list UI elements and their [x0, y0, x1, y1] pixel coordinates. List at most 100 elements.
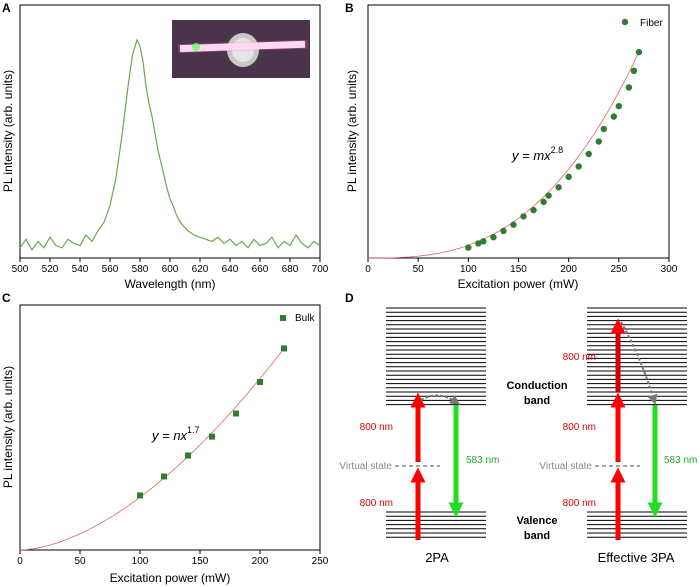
valence-band-label-1: Valence [517, 515, 558, 527]
2pa-800nm-upper-label: 800 nm [360, 422, 393, 433]
panel-c-legend-label: Bulk [295, 313, 315, 324]
panel-c-x-tick-label: 250 [312, 556, 329, 567]
panel-c-frame [19, 304, 321, 551]
panel-c-label: C [2, 291, 11, 305]
panel-c-x-tick-label: 0 [17, 556, 23, 567]
panel-c-legend-marker [280, 315, 286, 321]
panel-b-data-point [625, 84, 633, 91]
panel-c-data-point [185, 452, 191, 459]
panel-c-data-point [209, 433, 215, 440]
panel-b-x-tick-label: 200 [560, 264, 577, 275]
panel-a-x-tick-label: 500 [12, 264, 29, 275]
3pa-virtual-state-label: Virtual state [539, 461, 592, 472]
panel-b-ylabel: PL intensity (arb. units) [345, 70, 359, 192]
caption-2pa: 2PA [425, 550, 449, 565]
panel-a-x-tick-label: 540 [72, 264, 89, 275]
panel-b-data-point [630, 67, 638, 75]
panel-b-equation: y = mx2.8 [511, 145, 563, 163]
panel-d-label: D [345, 291, 354, 305]
panel-c-x-ticks: 0 50 100 150 200 250 [17, 550, 329, 567]
panel-c-data-point [161, 473, 167, 480]
panel-a-inset-photo [172, 20, 310, 78]
panel-b-label: B [345, 1, 354, 15]
panel-a: A 500 520 540 560 580 600 620 640 660 680 700 Wave… [1, 1, 329, 291]
panel-b-fit-curve [368, 51, 640, 259]
panel-b-data-point [595, 138, 602, 145]
2pa-800nm-lower-label: 800 nm [360, 498, 393, 509]
panel-b-x-tick-label: 50 [413, 264, 425, 275]
panel-b-x-tick-label: 150 [510, 264, 527, 275]
panel-a-x-tick-label: 600 [162, 264, 179, 275]
panel-c-x-tick-label: 50 [74, 556, 86, 567]
panel-b-x-tick-label: 100 [460, 264, 477, 275]
panel-a-ylabel: PL intensity (arb. units) [1, 70, 15, 192]
panel-b-x-tick-label: 250 [610, 264, 627, 275]
panel-c-data-point [137, 492, 143, 499]
panel-b-data-point [615, 102, 623, 110]
panel-b-data-point [555, 184, 562, 191]
panel-c-equation: y = nx1.7 [151, 425, 200, 443]
energy-bands [386, 307, 687, 538]
panel-c-data-point [281, 345, 287, 352]
panel-a-x-tick-label: 700 [312, 264, 329, 275]
panel-a-x-tick-label: 520 [42, 264, 59, 275]
panel-a-x-tick-label: 640 [222, 264, 239, 275]
panel-b-data-point [585, 150, 592, 158]
panel-b-x-ticks: 0 50 100 150 200 250 300 [365, 258, 678, 275]
panel-b-data-point [500, 227, 507, 235]
panel-b-data-point [635, 48, 643, 56]
conduction-band-label-1: Conduction [506, 380, 567, 392]
3pa-800nm-lower-label: 800 nm [563, 498, 596, 509]
panel-c-data-point [257, 379, 263, 385]
panel-b-legend-label: Fiber [640, 18, 663, 29]
panel-a-x-ticks: 500 520 540 560 580 600 620 640 660 680 700 [12, 258, 329, 275]
panel-b-data-point [545, 192, 552, 199]
panel-d: D 800 nm 800 nm 583 nm Virtual state 2PA… [339, 291, 697, 565]
panel-c-x-tick-label: 200 [252, 556, 269, 567]
conduction-band-label-2: band [524, 395, 550, 407]
panel-b-data-point [510, 221, 517, 228]
panel-b-data-point [540, 198, 547, 206]
panel-a-spectrum-line [19, 38, 321, 252]
panel-b-data-point [475, 240, 482, 247]
panel-b-data-point [600, 125, 607, 133]
panel-c-x-tick-label: 150 [192, 556, 209, 567]
panel-b-points [465, 48, 643, 251]
diagram-2pa: 800 nm 800 nm 583 nm Virtual state 2PA [339, 392, 499, 565]
panel-c-fit-curve [19, 348, 285, 551]
panel-a-xlabel: Wavelength (nm) [125, 277, 216, 291]
panel-b-data-point [490, 234, 497, 241]
3pa-relaxation-arrow [620, 321, 658, 405]
panel-b-x-tick-label: 300 [661, 264, 678, 275]
panel-c-points [137, 345, 287, 499]
3pa-800nm-top-label: 800 nm [563, 352, 596, 363]
panel-a-x-tick-label: 580 [132, 264, 149, 275]
panel-a-x-tick-label: 560 [102, 264, 119, 275]
panel-b-legend-marker [621, 18, 629, 26]
diagram-3pa: 800 nm 800 nm 800 nm 583 nm Virtual stat… [539, 318, 697, 565]
2pa-583nm-label: 583 nm [466, 455, 499, 466]
panel-c: C 0 50 100 150 200 250 Bulk y = nx1.7 Excitat… [1, 291, 329, 585]
3pa-800nm-upper-label: 800 nm [563, 422, 596, 433]
panel-b: B 0 50 100 150 200 250 300 Fiber y = mx2.8 Exc… [345, 1, 678, 291]
panel-a-label: A [2, 1, 11, 15]
panel-a-x-tick-label: 680 [282, 264, 299, 275]
2pa-virtual-state-label: Virtual state [339, 461, 392, 472]
panel-b-data-point [575, 163, 582, 170]
panel-c-ylabel: PL intensity (arb. units) [1, 366, 15, 488]
caption-3pa: Effective 3PA [598, 550, 675, 565]
panel-b-data-point [530, 206, 537, 214]
3pa-583nm-label: 583 nm [664, 455, 697, 466]
panel-b-x-tick-label: 0 [365, 264, 371, 275]
panel-b-data-point [565, 173, 572, 181]
panel-a-x-tick-label: 620 [192, 264, 209, 275]
panel-c-x-tick-label: 100 [132, 556, 149, 567]
panel-a-x-tick-label: 660 [252, 264, 269, 275]
panel-b-data-point [520, 213, 527, 220]
panel-c-data-point [233, 410, 239, 417]
panel-b-frame [367, 4, 670, 259]
panel-b-data-point [610, 113, 618, 120]
panel-b-xlabel: Excitation power (mW) [458, 277, 579, 291]
panel-b-data-point [480, 238, 487, 245]
